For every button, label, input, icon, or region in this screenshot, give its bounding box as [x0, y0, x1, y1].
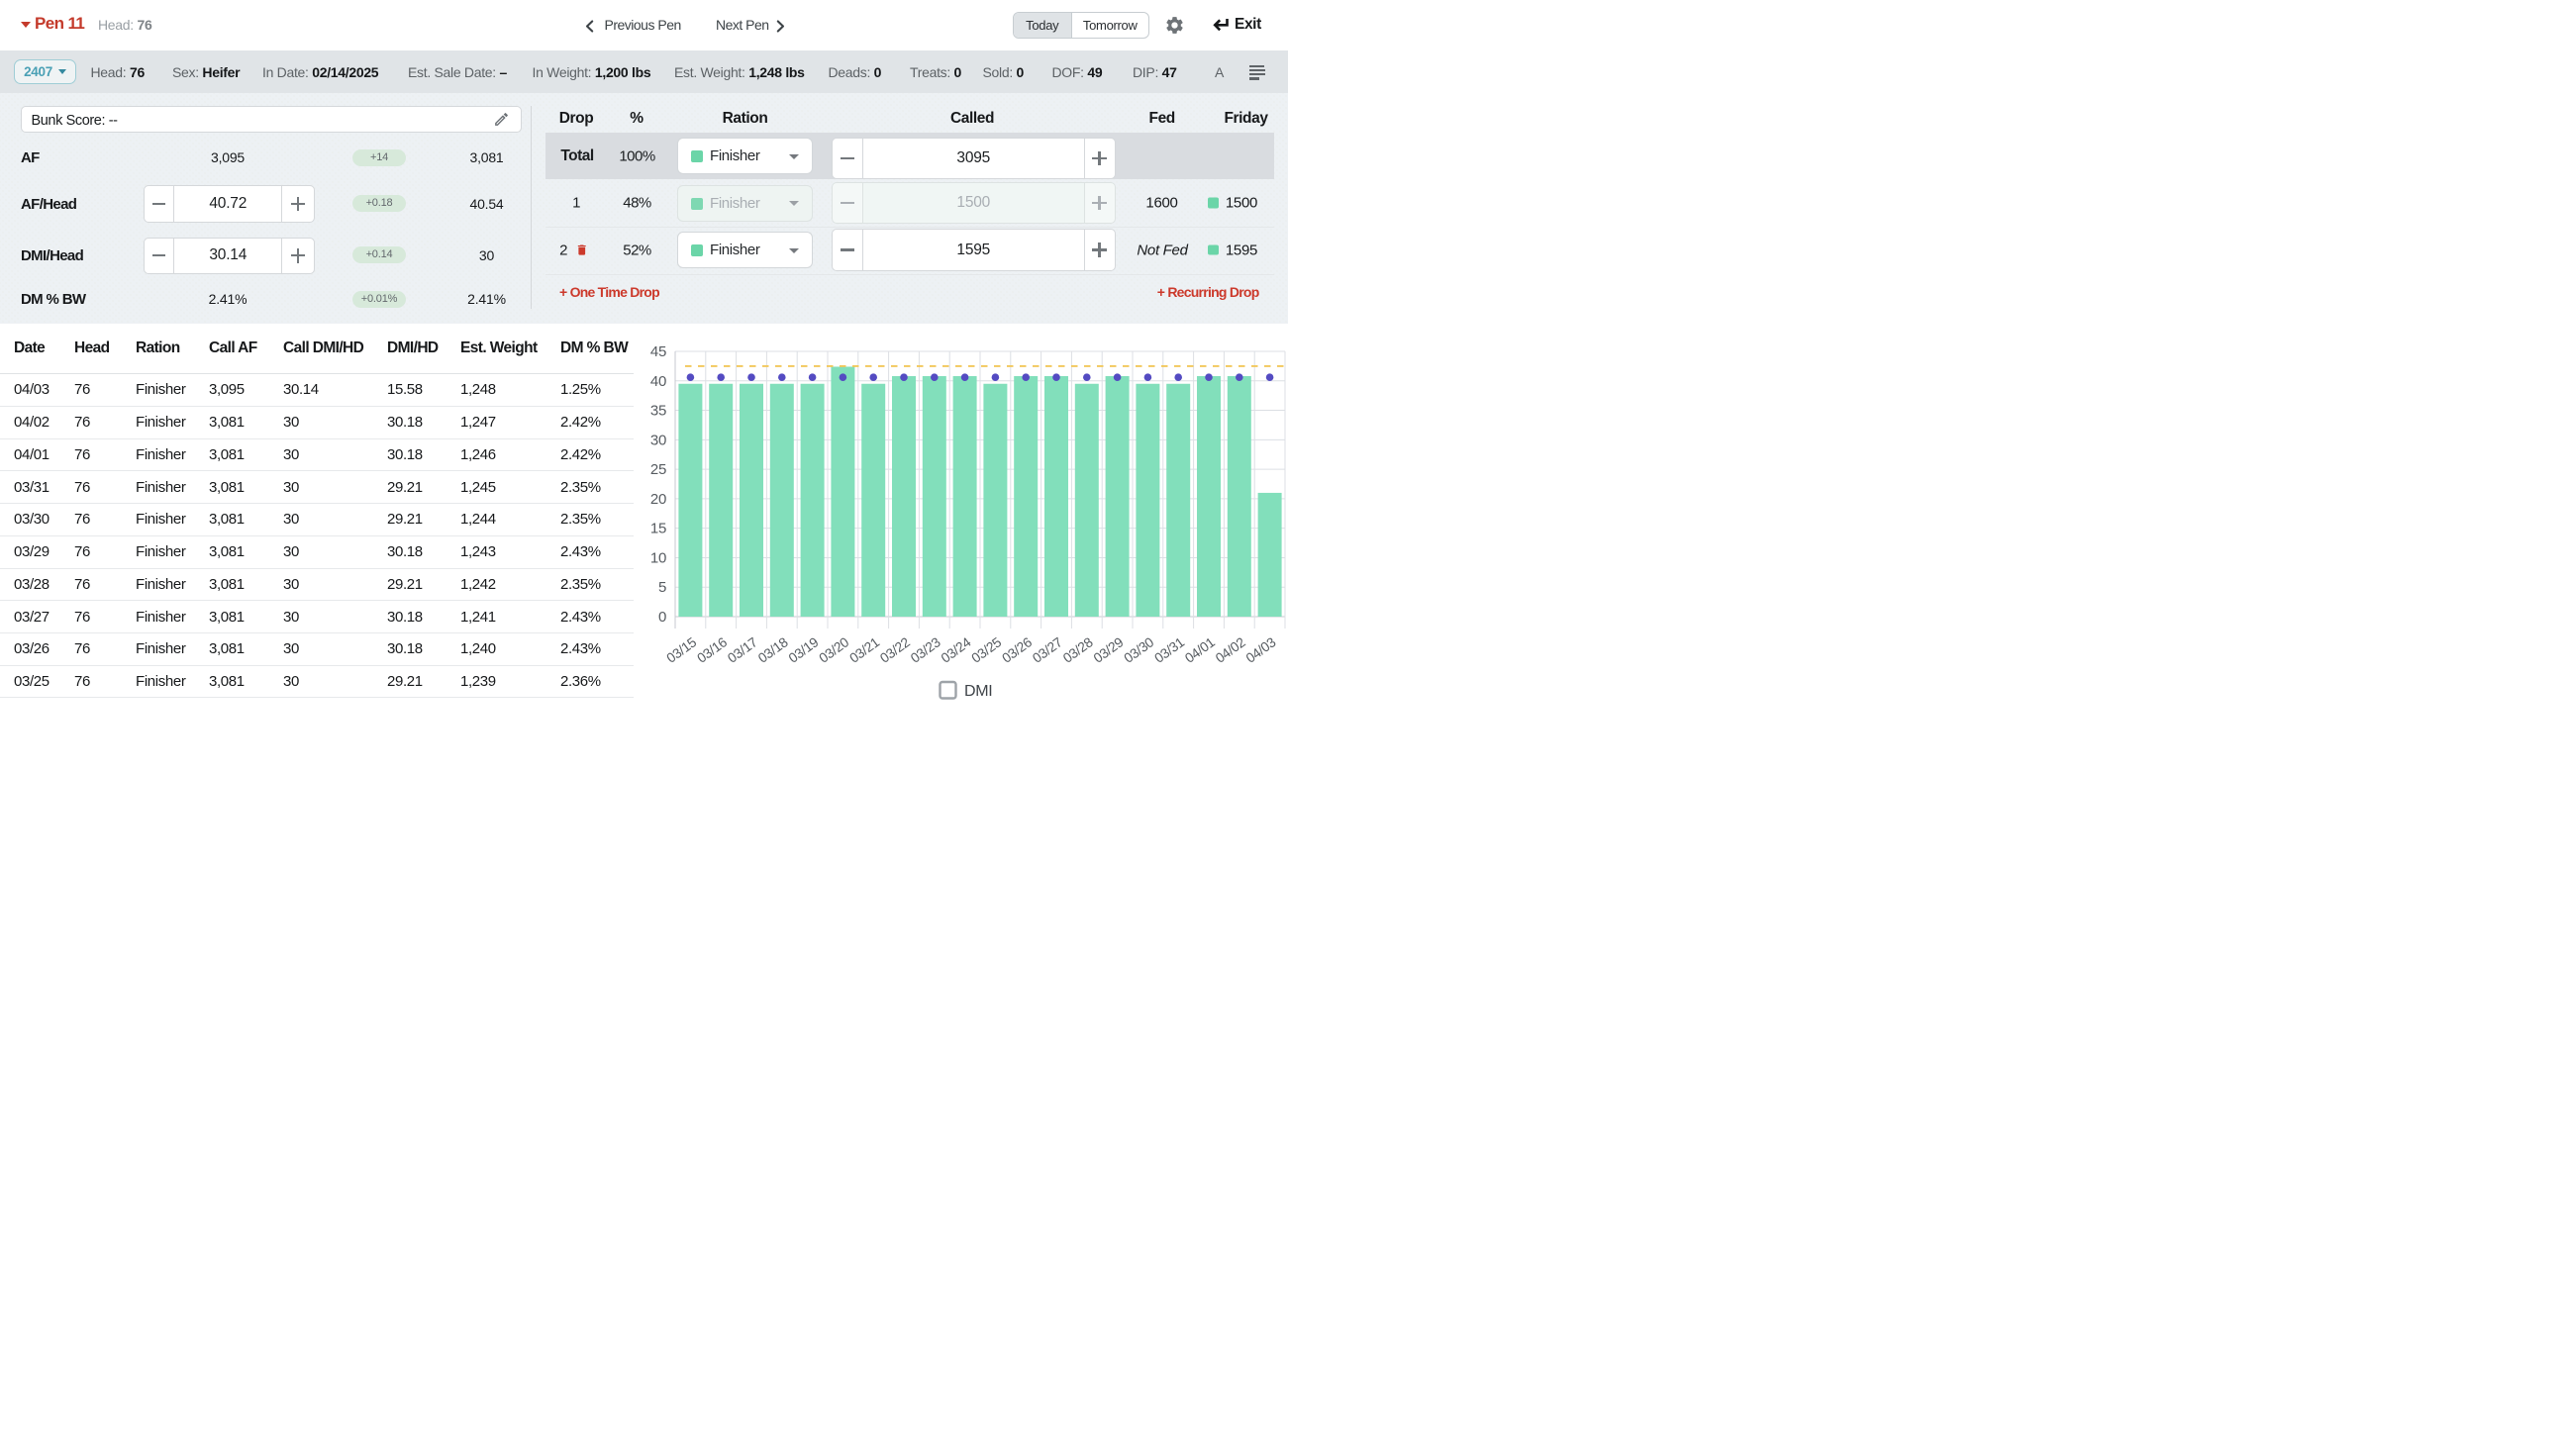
svg-text:04/01: 04/01: [1182, 634, 1218, 666]
svg-text:03/15: 03/15: [664, 634, 700, 666]
svg-text:30: 30: [650, 432, 666, 448]
svg-text:03/25: 03/25: [969, 634, 1005, 666]
svg-text:03/24: 03/24: [939, 634, 974, 666]
svg-text:04/03: 04/03: [1243, 634, 1279, 666]
svg-text:03/31: 03/31: [1151, 634, 1187, 666]
svg-text:03/23: 03/23: [908, 634, 943, 666]
svg-text:40: 40: [650, 373, 666, 390]
svg-text:5: 5: [658, 579, 666, 596]
svg-text:03/28: 03/28: [1060, 634, 1096, 666]
svg-text:20: 20: [650, 491, 666, 508]
svg-text:15: 15: [650, 521, 666, 537]
svg-text:03/20: 03/20: [817, 634, 852, 666]
svg-text:25: 25: [650, 461, 666, 478]
svg-text:03/18: 03/18: [755, 634, 791, 666]
svg-text:35: 35: [650, 403, 666, 420]
svg-text:03/29: 03/29: [1091, 634, 1127, 666]
svg-text:0: 0: [658, 609, 666, 626]
svg-text:03/27: 03/27: [1030, 634, 1065, 666]
svg-text:10: 10: [650, 549, 666, 566]
svg-text:03/19: 03/19: [786, 634, 822, 666]
svg-text:04/02: 04/02: [1213, 634, 1248, 666]
svg-text:45: 45: [650, 343, 666, 360]
svg-text:03/21: 03/21: [846, 634, 882, 666]
svg-text:03/17: 03/17: [725, 634, 760, 666]
svg-text:03/16: 03/16: [694, 634, 730, 666]
svg-text:DMI: DMI: [964, 683, 992, 700]
svg-text:03/22: 03/22: [877, 634, 913, 666]
svg-text:03/30: 03/30: [1122, 634, 1157, 666]
svg-text:03/26: 03/26: [999, 634, 1035, 666]
